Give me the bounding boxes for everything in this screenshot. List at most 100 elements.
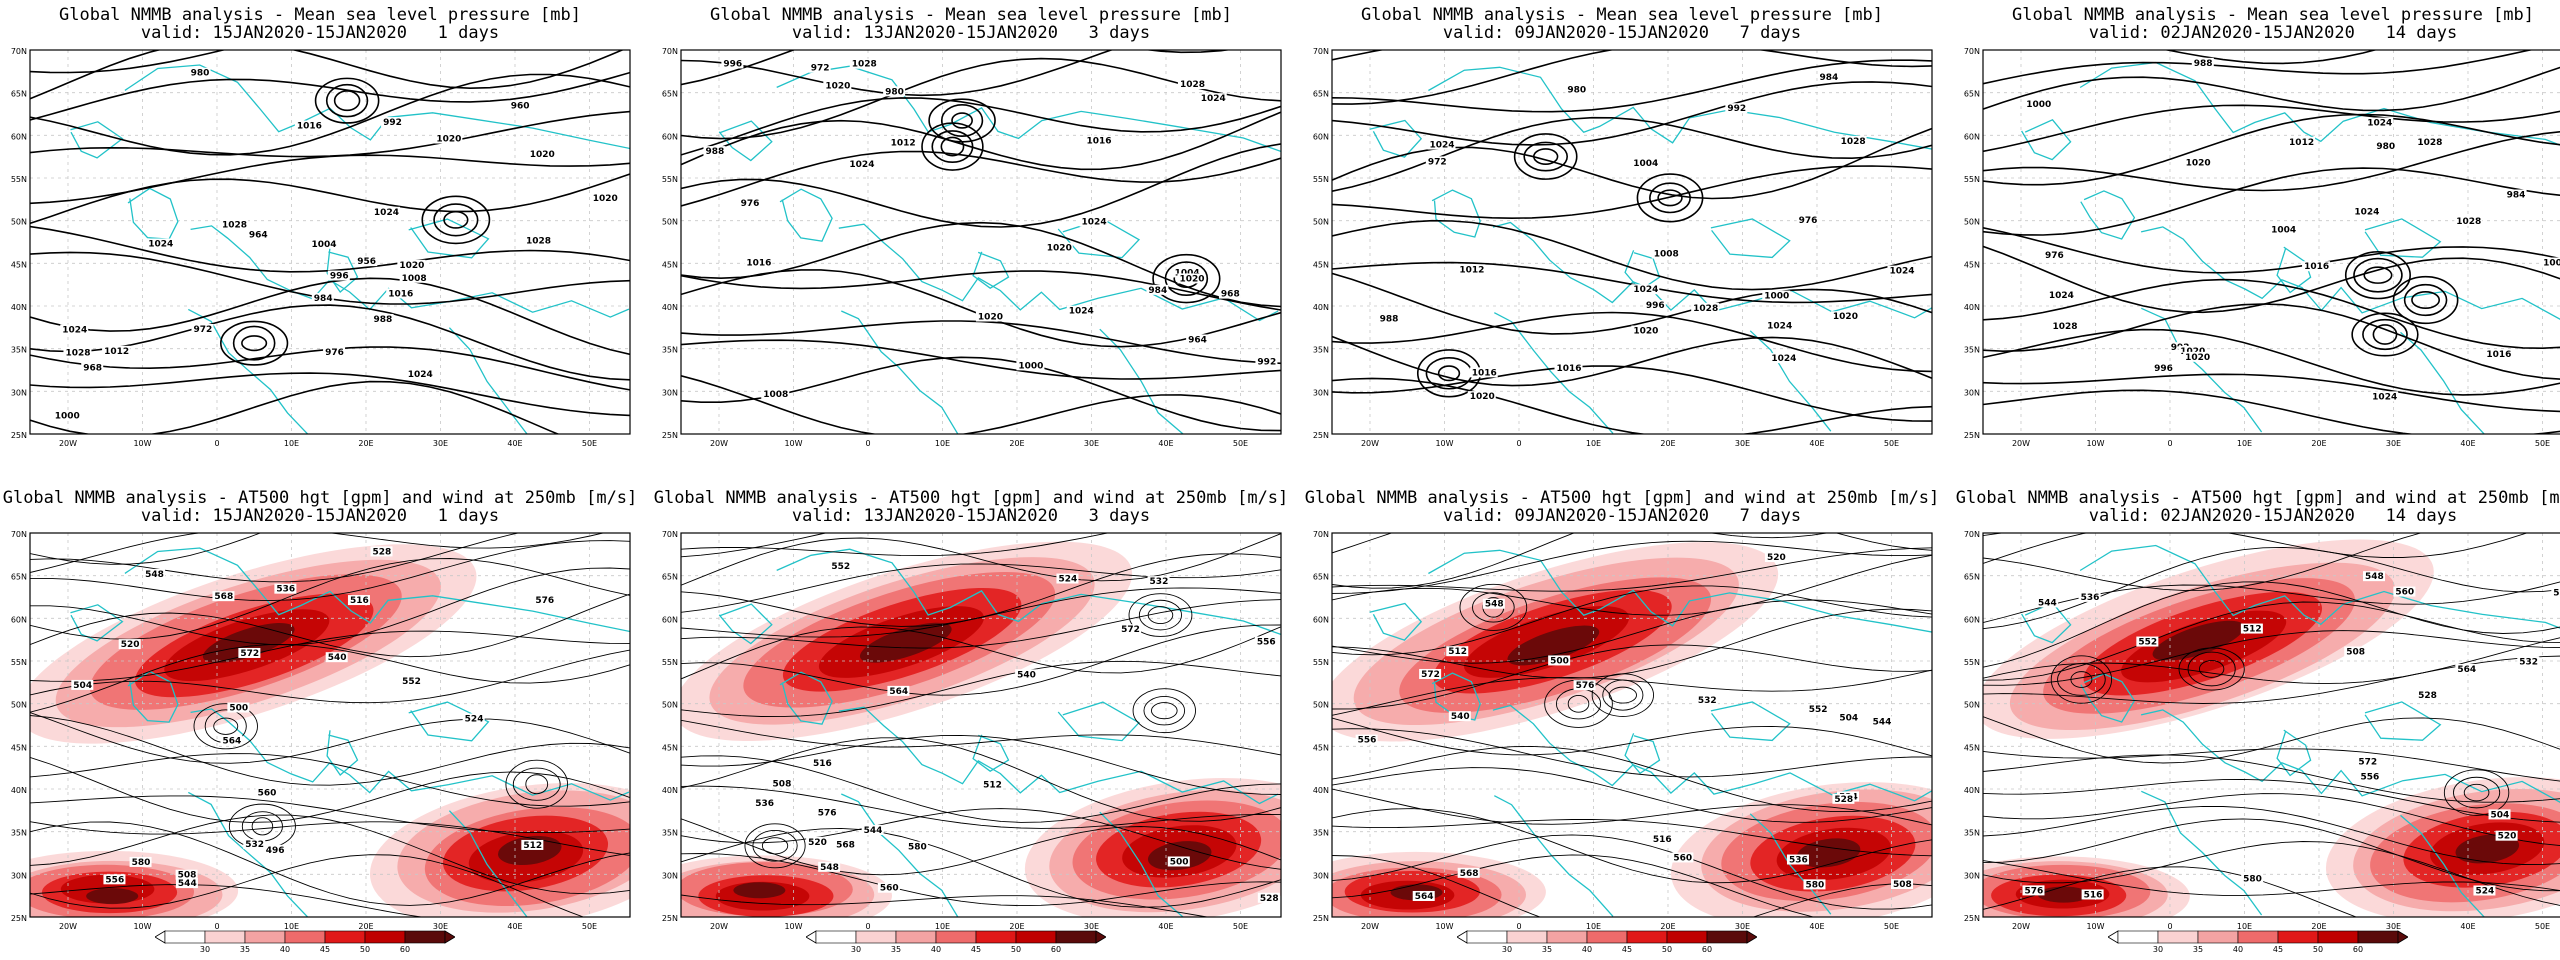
contour-label-bg bbox=[1573, 680, 1596, 691]
contour-label-bg bbox=[2136, 636, 2159, 647]
contour-label: 552 bbox=[402, 677, 421, 687]
isobar-contours bbox=[1983, 50, 2560, 434]
lat-tick-label: 40N bbox=[1964, 786, 1980, 795]
contour-line bbox=[30, 715, 630, 786]
contour-label-bg bbox=[1671, 852, 1694, 863]
colorbar-swatch bbox=[1666, 930, 1708, 944]
contour-label: 1020 bbox=[1833, 312, 1858, 322]
contour-label: 1028 bbox=[526, 237, 551, 247]
lon-tick-label: 10E bbox=[2237, 439, 2252, 447]
closed-contour bbox=[921, 122, 984, 171]
lat-tick-label: 25N bbox=[1313, 431, 1329, 440]
contour-label: 504 bbox=[2491, 810, 2510, 820]
closed-contour bbox=[1132, 688, 1196, 734]
contour-label: 524 bbox=[1058, 575, 1077, 585]
closed-contour bbox=[1513, 133, 1578, 180]
contour-label-bg bbox=[1695, 695, 1718, 706]
closed-contour bbox=[1152, 253, 1221, 304]
contour-line bbox=[30, 533, 521, 583]
map-content: 972 976 980 984 988 992 996 1000 1004 1008 1012 101… bbox=[1332, 50, 1932, 434]
contour-label-bg bbox=[2484, 349, 2513, 360]
coastline-segment bbox=[190, 225, 630, 318]
wind-shading bbox=[681, 541, 1281, 917]
contour-label-bg bbox=[2415, 137, 2444, 148]
contour-label: 568 bbox=[214, 592, 233, 602]
contour-line bbox=[1332, 311, 1932, 373]
contour-label: 564 bbox=[889, 687, 908, 697]
contour-label: 500 bbox=[229, 704, 248, 714]
closed-contour bbox=[1437, 365, 1461, 382]
contour-label-bg bbox=[721, 58, 744, 69]
wind-speed-band bbox=[1507, 625, 1600, 666]
closed-contour bbox=[2403, 283, 2448, 317]
contour-label: 544 bbox=[178, 879, 197, 889]
contour-line bbox=[1332, 585, 1932, 656]
closed-contour bbox=[213, 717, 239, 735]
contour-label: 1024 bbox=[1889, 267, 1914, 277]
contour-label-bg bbox=[1177, 273, 1206, 284]
contour-label-bg bbox=[2050, 321, 2079, 332]
colorbar-swatch bbox=[364, 930, 406, 944]
contour-line bbox=[681, 827, 1281, 908]
coastline-segment bbox=[776, 548, 1281, 636]
contour-line bbox=[1983, 303, 2560, 380]
contour-label: 524 bbox=[2475, 886, 2494, 896]
coastline-segment bbox=[779, 188, 833, 242]
contour-label: 964 bbox=[1188, 335, 1207, 345]
lat-tick-label: 30N bbox=[11, 871, 27, 880]
contour-label: 976 bbox=[2045, 251, 2064, 261]
contour-label-bg bbox=[823, 80, 852, 91]
contour-line bbox=[681, 150, 1281, 207]
coastline-segment bbox=[972, 734, 1010, 772]
contour-label-bg bbox=[246, 229, 269, 240]
lat-tick-label: 40N bbox=[1313, 786, 1329, 795]
contour-label-bg bbox=[143, 568, 166, 579]
colorbar-min-arrow bbox=[2108, 930, 2119, 944]
contour-label-bg bbox=[2269, 224, 2298, 235]
contour-label-bg bbox=[2356, 756, 2379, 767]
colorbar-tick-label: 45 bbox=[2273, 945, 2283, 954]
colorbar-swatch bbox=[2157, 930, 2199, 944]
geopotential-wind-map-panel: Global NMMB analysis - AT500 hgt [gpm] a… bbox=[1953, 483, 2560, 960]
lat-tick-label: 70N bbox=[662, 530, 678, 539]
contour-line bbox=[1983, 66, 2560, 112]
contour-label: 512 bbox=[983, 780, 1002, 790]
coastline-segment bbox=[779, 671, 833, 725]
contour-label-bg bbox=[2081, 889, 2104, 900]
lat-tick-label: 55N bbox=[662, 175, 678, 184]
contour-line bbox=[30, 644, 630, 713]
coastline-segment bbox=[2080, 190, 2136, 240]
contour-line bbox=[30, 630, 630, 682]
colorbar-swatch bbox=[895, 930, 937, 944]
contour-label: 964 bbox=[249, 230, 268, 240]
contour-label-bg bbox=[888, 137, 917, 148]
contour-line bbox=[1983, 716, 2560, 764]
colorbar-min-arrow bbox=[155, 930, 166, 944]
map-background bbox=[1332, 50, 1932, 434]
lat-tick-label: 50N bbox=[662, 701, 678, 710]
contour-label-bg bbox=[1691, 302, 1720, 313]
map-area: 5005045085125165205245285325365405445485… bbox=[1331, 532, 1933, 918]
panel-title: Global NMMB analysis - AT500 hgt [gpm] a… bbox=[1953, 489, 2560, 525]
wind-colorbar: 30 35 40 45 50 60 bbox=[1457, 930, 1757, 954]
contour-line bbox=[1983, 113, 2560, 186]
map-content: 5005045085125165205245285325365405445485… bbox=[1332, 533, 1932, 917]
contour-line bbox=[681, 660, 1281, 718]
contour-label: 544 bbox=[2038, 598, 2057, 608]
contour-line bbox=[1332, 272, 1932, 335]
map-frame bbox=[680, 532, 1282, 918]
contour-label-bg bbox=[1870, 716, 1893, 727]
contour-label-bg bbox=[1817, 72, 1840, 83]
lon-tick-label: 10E bbox=[284, 922, 299, 930]
coastline-segment bbox=[1749, 330, 1832, 432]
contour-label: 1028 bbox=[2052, 322, 2077, 332]
contour-line bbox=[1983, 793, 2560, 846]
colorbar-tick-label: 50 bbox=[1662, 945, 1672, 954]
lon-tick-label: 20W bbox=[2012, 439, 2030, 447]
lat-tick-label: 55N bbox=[1964, 175, 1980, 184]
closed-contour bbox=[2070, 671, 2093, 688]
contour-label: 1024 bbox=[1201, 94, 1226, 104]
contour-label-bg bbox=[370, 546, 393, 557]
lon-tick-label: 50E bbox=[1233, 439, 1248, 447]
map-svg: 500 508 512 516 520 524 528 532 536 540 544 548 552 5… bbox=[662, 530, 1282, 930]
